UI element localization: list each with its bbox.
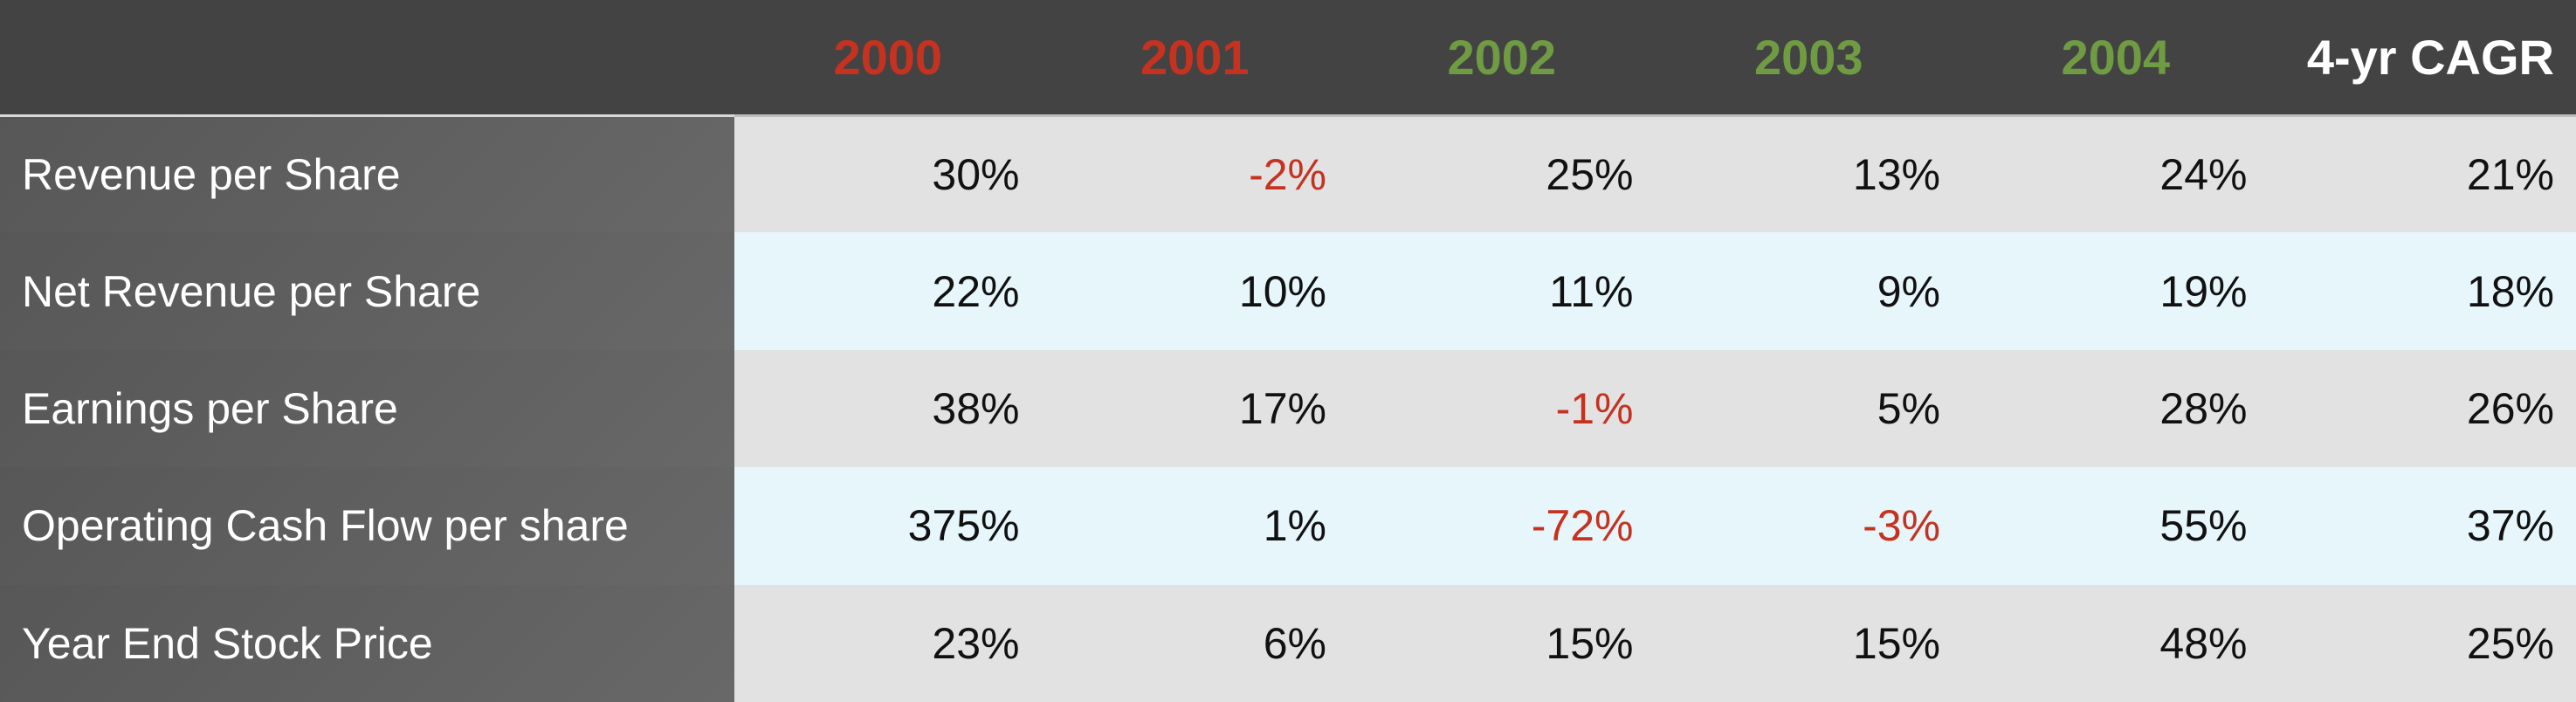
corner-cell (0, 0, 734, 117)
value-cell: 1% (1041, 467, 1348, 585)
value-cell: 6% (1041, 584, 1348, 702)
row-label: Net Revenue per Share (0, 232, 734, 350)
value-cell: 15% (1348, 584, 1656, 702)
column-header: 2000 (734, 0, 1042, 117)
column-header: 2002 (1348, 0, 1656, 117)
value-cell: 26% (2269, 349, 2576, 468)
table-row: Operating Cash Flow per share 375% 1% -72% -… (0, 467, 2576, 585)
row-label: Operating Cash Flow per share (0, 467, 734, 585)
table-row: Net Revenue per Share 22% 10% 11% 9% 19% 18% (0, 232, 2576, 350)
value-cell: 55% (1962, 467, 2269, 585)
value-cell: 22% (734, 232, 1042, 350)
column-header: 2004 (1962, 0, 2269, 117)
row-label: Earnings per Share (0, 349, 734, 468)
column-header: 2001 (1041, 0, 1348, 117)
value-cell: 5% (1655, 349, 1962, 468)
value-cell: 37% (2269, 467, 2576, 585)
table-row: Revenue per Share 30% -2% 25% 13% 24% 21% (0, 115, 2576, 233)
value-cell: 18% (2269, 232, 2576, 350)
table-header: 2000 2001 2002 2003 2004 4-yr CAGR (0, 0, 2576, 117)
value-cell: 11% (1348, 232, 1656, 350)
value-cell: 48% (1962, 584, 2269, 702)
value-cell: 30% (734, 115, 1042, 233)
value-cell: 38% (734, 349, 1042, 468)
value-cell: 375% (734, 467, 1042, 585)
value-cell: 17% (1041, 349, 1348, 468)
value-cell: -2% (1041, 115, 1348, 233)
header-row: 2000 2001 2002 2003 2004 4-yr CAGR (0, 0, 2576, 117)
value-cell: -72% (1348, 467, 1656, 585)
value-cell: 19% (1962, 232, 2269, 350)
value-cell: 28% (1962, 349, 2269, 468)
table-row: Earnings per Share 38% 17% -1% 5% 28% 26% (0, 349, 2576, 468)
row-label: Year End Stock Price (0, 584, 734, 702)
row-label: Revenue per Share (0, 115, 734, 233)
value-cell: 15% (1655, 584, 1962, 702)
value-cell: 24% (1962, 115, 2269, 233)
value-cell: 25% (2269, 584, 2576, 702)
table-row: Year End Stock Price 23% 6% 15% 15% 48% 25% (0, 584, 2576, 702)
column-header: 4-yr CAGR (2269, 0, 2576, 117)
value-cell: 23% (734, 584, 1042, 702)
value-cell: 21% (2269, 115, 2576, 233)
value-cell: 9% (1655, 232, 1962, 350)
value-cell: -1% (1348, 349, 1656, 468)
column-header: 2003 (1655, 0, 1962, 117)
value-cell: -3% (1655, 467, 1962, 585)
value-cell: 10% (1041, 232, 1348, 350)
value-cell: 25% (1348, 115, 1656, 233)
table-body: Revenue per Share 30% -2% 25% 13% 24% 21% Net R… (0, 115, 2576, 702)
value-cell: 13% (1655, 115, 1962, 233)
